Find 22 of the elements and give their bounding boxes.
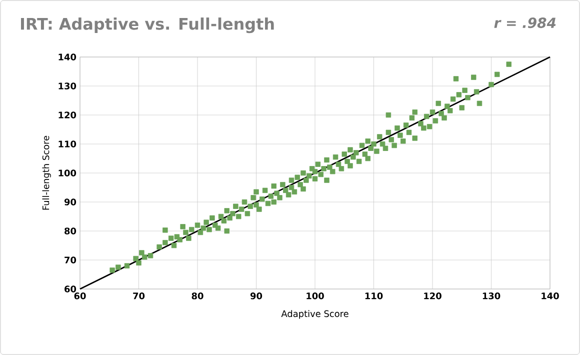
- x-tick-label: 80: [192, 292, 204, 300]
- y-tick-label: 110: [58, 140, 76, 148]
- y-tick-label: 80: [64, 228, 76, 234]
- text: r = .984: [494, 18, 556, 28]
- y-tick-label: 140: [58, 54, 76, 60]
- y-tick-label: 100: [58, 170, 76, 176]
- y-tick-label: 70: [64, 256, 76, 264]
- x-tick-label: 70: [133, 292, 145, 300]
- x-tick-label: 120: [424, 292, 442, 300]
- x-tick-label: 100: [306, 292, 324, 300]
- x-tick-label: 110: [365, 292, 383, 300]
- x-tick-label: 60: [74, 292, 86, 300]
- x-tick-label: 90: [250, 292, 262, 300]
- y-axis-title: Full-length Score: [42, 136, 51, 210]
- y-tick-label: 60: [64, 286, 76, 292]
- chart-title: IRT: Adaptive vs. Full-length: [20, 18, 274, 34]
- x-tick-label: 140: [542, 292, 559, 300]
- y-tick-label: 90: [64, 198, 76, 206]
- y-tick-label: 130: [58, 82, 76, 90]
- y-tick-label: 120: [58, 112, 76, 118]
- x-tick-label: 130: [482, 292, 500, 300]
- x-axis-title: Adaptive Score: [281, 310, 348, 319]
